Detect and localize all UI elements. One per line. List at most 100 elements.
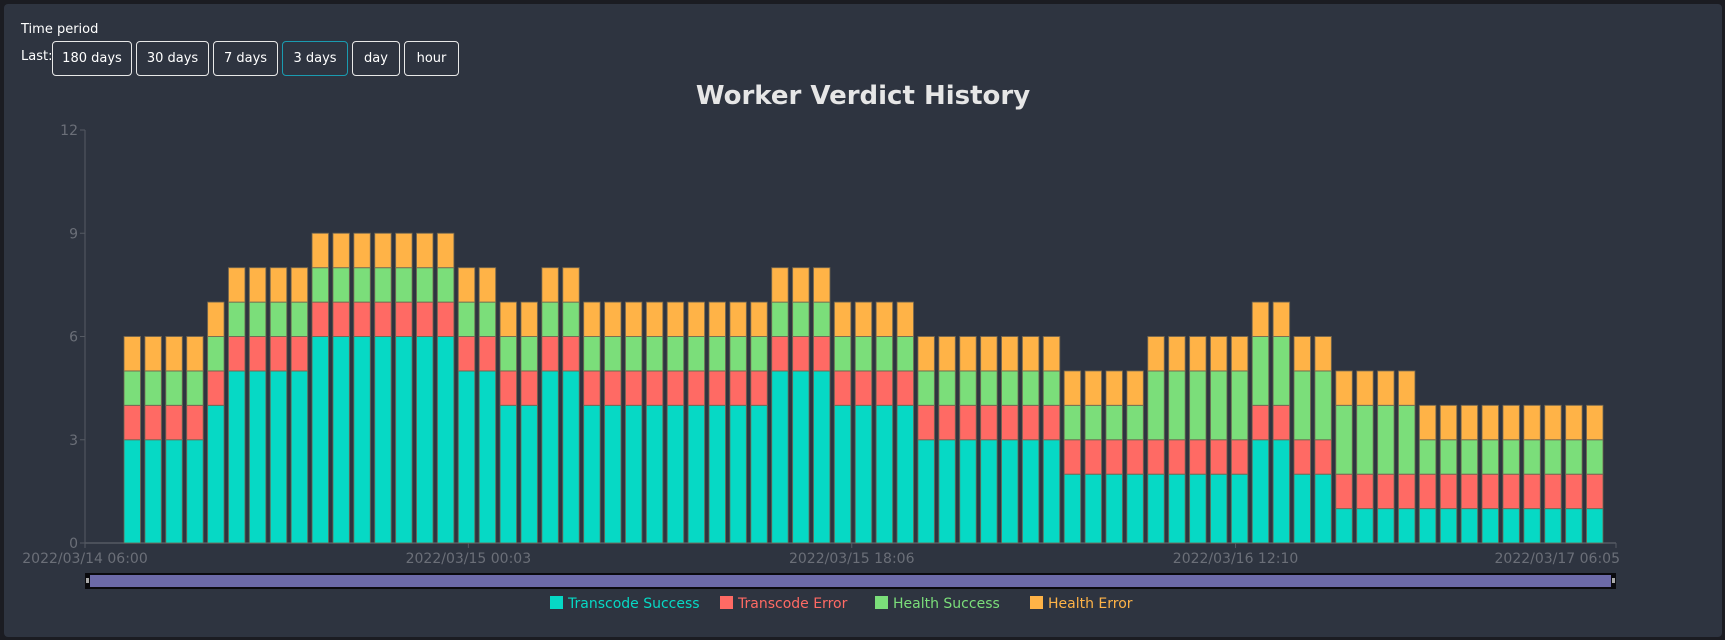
bar-segment-transcode-success [1397,508,1416,544]
bar-segment-transcode-success [1356,508,1374,544]
x-tick-label: 2022/03/17 06:05 [1495,551,1621,567]
bar-segment-transcode-error [541,336,559,372]
bar-segment-health-success [980,370,998,406]
bar-segment-transcode-success [227,370,246,544]
bar-segment-health-error [1418,404,1437,441]
zoom-slider-right-handle[interactable] [1612,578,1615,583]
bar-segment-transcode-error [478,336,497,372]
bar-segment-health-success [1418,439,1437,475]
bar-segment-transcode-success [165,439,183,544]
legend-item[interactable]: Transcode Error [720,596,848,612]
bar-segment-health-error [624,301,643,338]
zoom-slider[interactable] [85,573,1616,589]
bar-segment-transcode-error [227,336,246,372]
bar-segment-health-error [478,267,497,303]
bar-segment-transcode-error [833,370,852,406]
bar-segment-transcode-success [520,404,538,544]
bar-segment-health-success [1460,439,1479,475]
bar-segment-health-error [666,301,685,338]
bar-segment-health-success [1377,404,1395,475]
bar-segment-health-success [833,336,852,372]
bar-segment-transcode-error [729,370,747,406]
bar-segment-transcode-success [624,404,643,544]
bar-segment-transcode-success [1063,473,1082,544]
bar-segment-transcode-error [165,404,183,441]
zoom-slider-range[interactable] [90,575,1611,587]
range-day-button[interactable]: day [352,41,400,76]
bar-segment-health-success [186,370,204,406]
bar-segment-health-success [1230,370,1249,441]
bar-segment-transcode-error [374,301,392,338]
bar-segment-transcode-success [583,404,601,544]
bar-segment-transcode-error [687,370,706,406]
bar-segment-health-success [645,336,664,372]
bar-segment-transcode-error [1209,439,1228,475]
bar-segment-health-error [854,301,873,338]
zoom-slider-left-handle[interactable] [86,578,89,583]
bar-segment-transcode-error [645,370,664,406]
bar-segment-health-error [1063,370,1082,406]
bar-segment-transcode-error [812,336,831,372]
bar-segment-transcode-error [1001,404,1019,441]
legend-swatch [1030,596,1043,609]
bar-segment-health-error [1126,370,1144,406]
bar-segment-transcode-success [687,404,706,544]
range-hour-button[interactable]: hour [404,41,459,76]
bar-segment-health-error [227,267,246,303]
bar-segment-health-error [1481,404,1500,441]
bar-segment-health-success [248,301,267,338]
bar-segment-transcode-error [144,404,162,441]
bar-segment-health-error [562,267,580,303]
bar-segment-health-error [1209,336,1228,372]
legend-item[interactable]: Health Success [875,596,1000,612]
bar-segment-transcode-success [666,404,685,544]
range-3-days-button[interactable]: 3 days [282,41,348,76]
bar-segment-transcode-error [1397,473,1416,510]
range-7-days-button[interactable]: 7 days [213,41,278,76]
legend-item[interactable]: Transcode Success [550,596,700,612]
bar-segment-transcode-error [311,301,330,338]
bar-segment-health-success [687,336,706,372]
range-180-days-button[interactable]: 180 days [52,41,132,76]
bar-segment-health-error [186,336,204,372]
bar-segment-transcode-error [1105,439,1123,475]
bar-segment-transcode-error [854,370,873,406]
bar-segment-transcode-error [1356,473,1374,510]
bar-segment-health-error [708,301,726,338]
bar-segment-health-success [541,301,559,338]
x-tick-label: 2022/03/15 18:06 [789,551,915,567]
bar-segment-health-error [541,267,559,303]
bar-segment-transcode-error [1314,439,1332,475]
legend-item[interactable]: Health Error [1030,596,1133,612]
bar-segment-health-success [123,370,141,406]
y-tick-label: 12 [60,123,78,139]
bar-segment-transcode-success [1544,508,1562,544]
bar-segment-transcode-success [311,336,330,544]
y-axis: 0 3 6 9 12 [60,123,86,552]
bar-segment-health-error [1230,336,1249,372]
bar-segment-transcode-error [896,370,915,406]
bar-segment-health-error [1397,370,1416,406]
x-tick-label: 2022/03/15 00:03 [406,551,532,567]
bar-segment-health-success [1168,370,1186,441]
range-30-days-button[interactable]: 30 days [136,41,209,76]
bar-segment-health-error [687,301,706,338]
bar-segment-transcode-success [1523,508,1541,544]
bar-segment-health-success [729,336,747,372]
bar-segment-health-error [290,267,309,303]
bar-segment-transcode-error [1126,439,1144,475]
bar-segment-health-success [1544,439,1562,475]
bar-segment-health-error [750,301,768,338]
bar-segment-health-error [1377,370,1395,406]
bar-segment-health-error [1189,336,1207,372]
bar-segment-health-success [959,370,977,406]
bar-segment-transcode-error [1439,473,1458,510]
bar-segment-health-error [1523,404,1541,441]
bar-segment-health-error [1586,404,1604,441]
bar-segment-transcode-error [1544,473,1562,510]
bar-segment-health-success [353,267,371,303]
bar-segment-transcode-success [478,370,497,544]
y-tick-label: 3 [69,433,78,449]
bar-segment-health-error [959,336,977,372]
